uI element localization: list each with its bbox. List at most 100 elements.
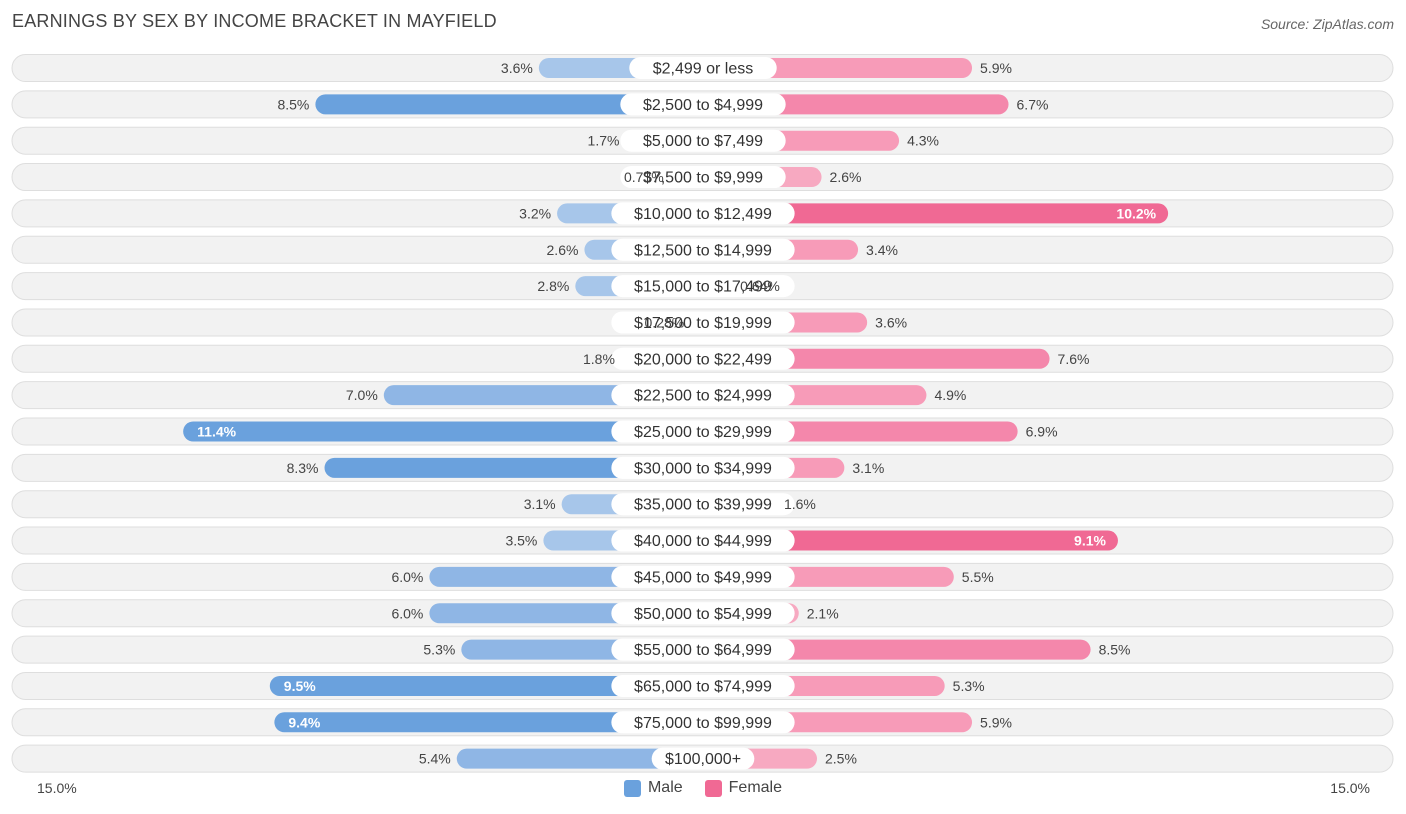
category-label: $65,000 to $74,999 — [634, 678, 772, 695]
value-label-female: 8.5% — [1099, 642, 1131, 658]
value-label-female: 4.3% — [907, 133, 939, 149]
category-label: $75,000 to $99,999 — [634, 715, 772, 732]
value-label-female: 2.5% — [825, 751, 857, 767]
category-label: $35,000 to $39,999 — [634, 497, 772, 514]
source-label: Source: ZipAtlas.com — [1260, 16, 1394, 32]
category-label-bg — [611, 493, 795, 516]
value-label-male: 9.4% — [288, 714, 320, 730]
category-label: $10,000 to $12,499 — [634, 206, 772, 223]
category-label: $25,000 to $29,999 — [634, 424, 772, 441]
value-label-female: 5.3% — [953, 678, 985, 694]
category-label-bg — [611, 456, 795, 479]
category-label: $50,000 to $54,999 — [634, 606, 772, 623]
category-label: $15,000 to $17,499 — [634, 279, 772, 296]
category-label: $22,500 to $24,999 — [634, 388, 772, 405]
category-label: $7,500 to $9,999 — [643, 170, 763, 187]
legend-label-male: Male — [647, 779, 683, 796]
category-label: $30,000 to $34,999 — [634, 460, 772, 477]
category-label-bg — [620, 129, 786, 152]
legend-item-male[interactable]: Male — [623, 779, 683, 797]
category-label: $2,499 or less — [653, 61, 754, 78]
value-label-male: 2.8% — [537, 278, 569, 294]
bar-female[interactable] — [703, 639, 1091, 660]
value-label-male: 3.2% — [519, 205, 551, 221]
value-label-male: 3.5% — [505, 533, 537, 549]
value-label-male: 8.3% — [287, 460, 319, 476]
bar-male[interactable] — [269, 675, 703, 696]
value-label-male: 8.5% — [277, 96, 309, 112]
category-label: $20,000 to $22,499 — [634, 351, 772, 368]
category-label: $2,500 to $4,999 — [643, 97, 763, 114]
value-label-male: 1.7% — [588, 133, 620, 149]
value-label-female: 5.9% — [980, 60, 1012, 76]
axis-label-left: 15.0% — [37, 780, 77, 796]
value-label-female: 2.1% — [807, 605, 839, 621]
value-label-female: 3.1% — [852, 460, 884, 476]
value-label-female: 9.1% — [1074, 533, 1106, 549]
bar-male[interactable] — [315, 94, 703, 115]
category-label: $55,000 to $64,999 — [634, 642, 772, 659]
legend: Male Female — [0, 779, 1406, 797]
value-label-male: 6.0% — [391, 569, 423, 585]
bar-male[interactable] — [183, 421, 703, 442]
category-label-bg — [629, 57, 777, 79]
category-label-bg — [611, 602, 795, 625]
bar-male[interactable] — [324, 457, 703, 478]
value-label-male: 5.4% — [419, 751, 451, 767]
category-label-bg — [651, 747, 755, 770]
category-label: $40,000 to $44,999 — [634, 533, 772, 550]
legend-label-female: Female — [728, 779, 783, 796]
bar-male[interactable] — [456, 748, 703, 769]
legend-swatch-male — [623, 779, 641, 797]
category-label: $100,000+ — [665, 751, 741, 768]
value-label-female: 2.6% — [830, 169, 862, 185]
category-label-bg — [611, 711, 795, 734]
category-label-bg — [611, 384, 795, 407]
value-label-male: 11.4% — [197, 424, 236, 440]
value-label-female: 3.4% — [866, 242, 898, 258]
value-label-female: 6.7% — [1017, 96, 1049, 112]
value-label-male: 9.5% — [284, 678, 316, 694]
category-label-bg — [620, 166, 786, 189]
value-label-female: 4.9% — [934, 387, 966, 403]
axis-label-right: 15.0% — [1330, 780, 1370, 796]
category-label-bg — [611, 202, 795, 225]
category-label: $17,500 to $19,999 — [634, 315, 772, 332]
category-label-bg — [611, 311, 795, 334]
value-label-male: 0.73% — [624, 169, 664, 185]
category-label: $5,000 to $7,499 — [643, 133, 763, 150]
value-label-male: 3.6% — [501, 60, 533, 76]
category-label-bg — [611, 674, 795, 697]
category-label-bg — [611, 420, 795, 443]
category-label-bg — [611, 347, 795, 370]
category-label: $45,000 to $49,999 — [634, 569, 772, 586]
value-label-female: 7.6% — [1058, 351, 1090, 367]
category-label-bg — [620, 93, 786, 116]
value-label-male: 1.8% — [583, 351, 615, 367]
value-label-female: 10.2% — [1116, 205, 1156, 221]
bar-male[interactable] — [274, 712, 703, 733]
bar-female[interactable] — [703, 530, 1118, 551]
value-label-male: 7.0% — [346, 387, 378, 403]
bar-female[interactable] — [703, 203, 1169, 224]
value-label-male: 3.1% — [524, 496, 556, 512]
category-label: $12,500 to $14,999 — [634, 242, 772, 259]
chart-title: EARNINGS BY SEX BY INCOME BRACKET IN MAY… — [12, 11, 497, 31]
value-label-female: 6.9% — [1026, 424, 1058, 440]
value-label-female: 0.64% — [740, 278, 780, 294]
value-label-male: 5.3% — [423, 642, 455, 658]
value-label-male: 2.6% — [547, 242, 579, 258]
category-label-bg — [611, 275, 795, 298]
category-label-bg — [611, 638, 795, 661]
value-label-female: 5.9% — [980, 714, 1012, 730]
value-label-male: 0.28% — [645, 314, 685, 330]
category-label-bg — [611, 565, 795, 588]
value-label-female: 5.5% — [962, 569, 994, 585]
legend-item-female[interactable]: Female — [704, 779, 783, 797]
value-label-female: 1.6% — [784, 496, 816, 512]
value-label-male: 6.0% — [391, 605, 423, 621]
category-label-bg — [611, 529, 795, 552]
category-label-bg — [611, 238, 795, 261]
legend-swatch-female — [704, 779, 722, 797]
